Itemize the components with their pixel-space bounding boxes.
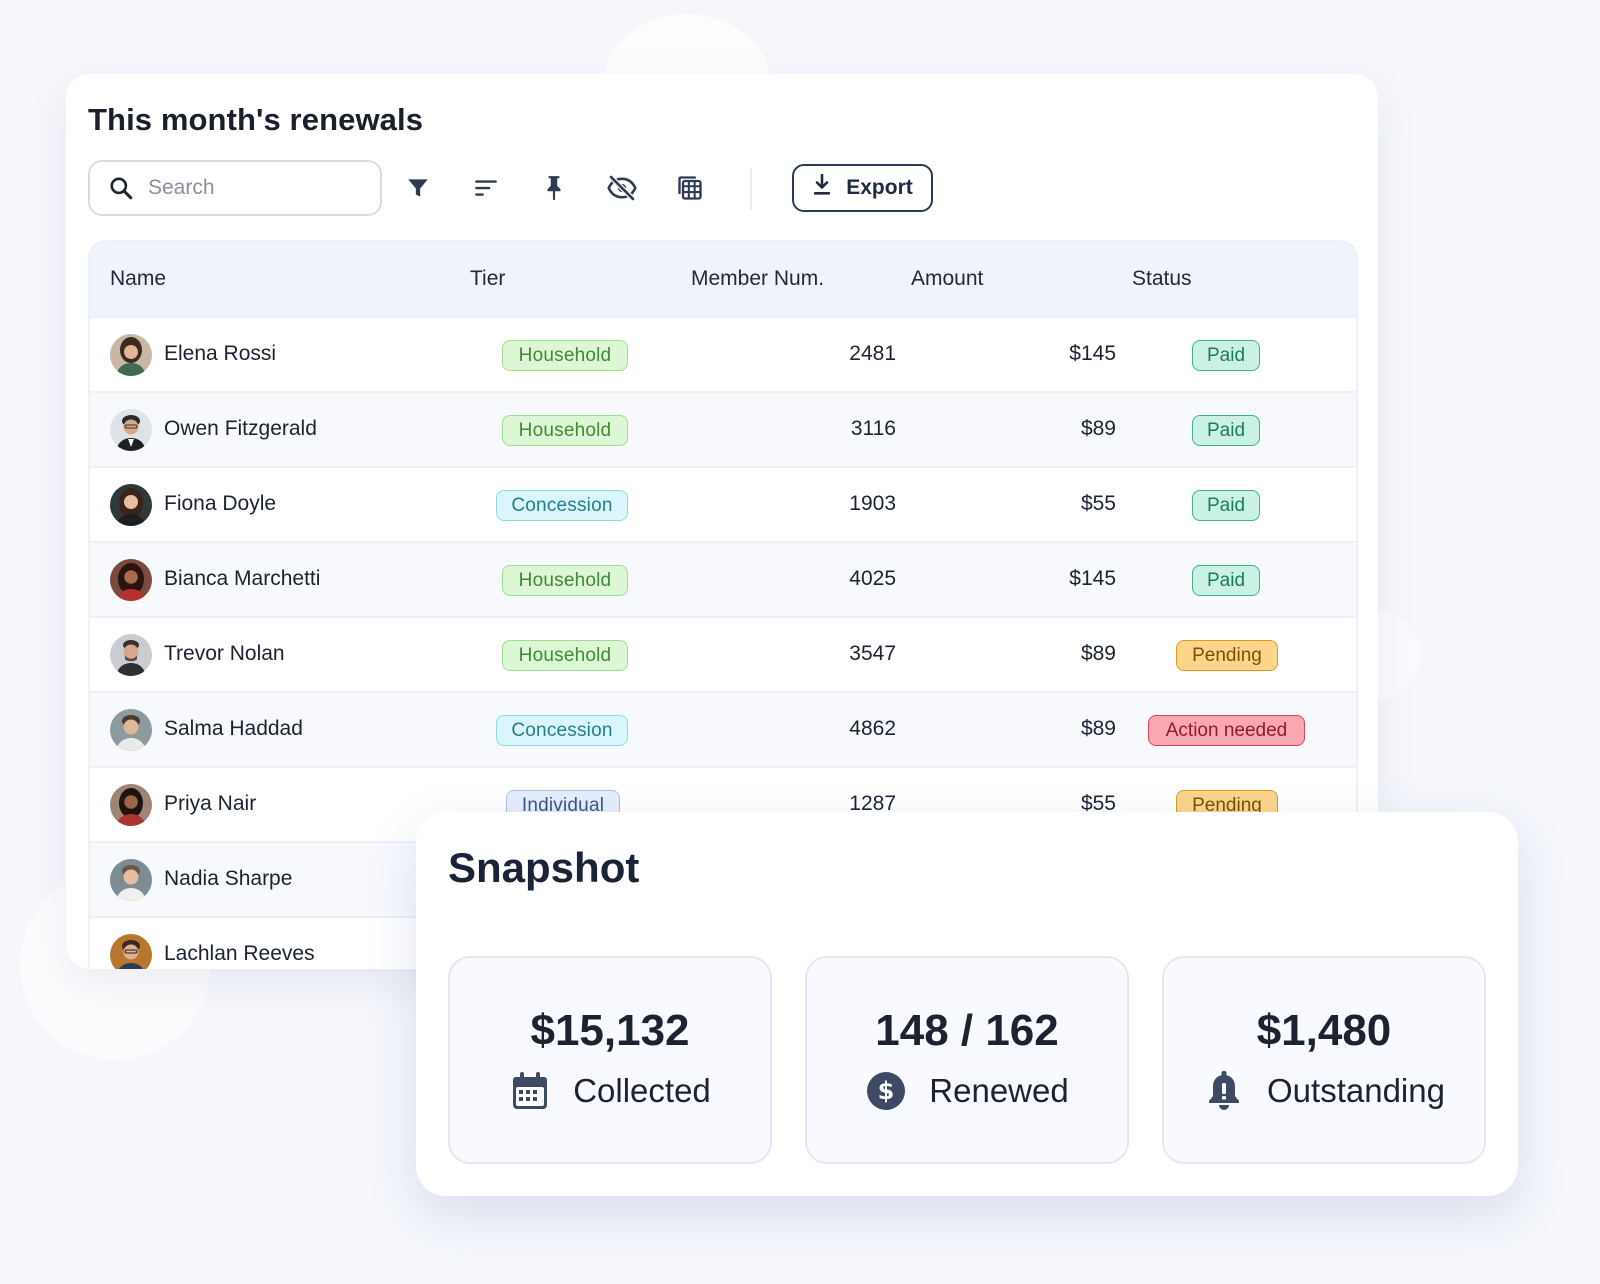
tier-badge: Concession [496, 715, 628, 746]
table-header: Name Tier Member Num. Amount Status [90, 242, 1356, 316]
sort-lines-icon[interactable] [464, 166, 508, 210]
table-toolbar: Search Export [88, 160, 1348, 216]
tier-badge: Concession [496, 490, 628, 521]
stat-value: $1,480 [1256, 1006, 1392, 1055]
stat-collected: $15,132 Collected [448, 956, 772, 1164]
member-name: Trevor Nolan [164, 642, 285, 665]
stat-value: $15,132 [530, 1006, 690, 1055]
amount: $89 [1080, 717, 1116, 740]
amount: $145 [1069, 342, 1116, 365]
tier-badge: Household [502, 640, 628, 671]
column-header-amount[interactable]: Amount [911, 267, 984, 290]
export-button[interactable]: Export [792, 164, 933, 212]
amount: $89 [1080, 642, 1116, 665]
stat-label: Collected [573, 1072, 711, 1109]
amount: $145 [1069, 567, 1116, 590]
avatar [110, 409, 152, 451]
member-name: Owen Fitzgerald [164, 417, 317, 440]
avatar [110, 859, 152, 901]
calendar-icon [509, 1070, 551, 1112]
member-number: 3116 [850, 417, 896, 440]
svg-text:$: $ [878, 1077, 895, 1105]
table-row[interactable]: Salma Haddad Concession 4862 $89 Action … [90, 691, 1356, 766]
bell-icon [1203, 1070, 1245, 1112]
avatar [110, 484, 152, 526]
member-number: 3547 [849, 642, 896, 665]
member-name: Nadia Sharpe [164, 867, 293, 890]
column-header-member-num[interactable]: Member Num. [691, 267, 825, 290]
search-placeholder: Search [148, 176, 215, 199]
avatar [110, 634, 152, 676]
export-label: Export [846, 176, 913, 199]
avatar [110, 334, 152, 376]
member-name: Bianca Marchetti [164, 567, 321, 590]
table-grid-icon[interactable] [668, 166, 712, 210]
toolbar-divider [750, 168, 752, 210]
renewals-title: This month's renewals [88, 102, 424, 137]
filter-icon[interactable] [396, 166, 440, 210]
amount: $89 [1080, 417, 1116, 440]
tier-badge: Household [502, 340, 628, 371]
member-number: 4862 [849, 717, 896, 740]
table-row[interactable]: Fiona Doyle Concession 1903 $55 Paid [90, 466, 1356, 541]
column-header-name[interactable]: Name [110, 267, 167, 290]
member-name: Fiona Doyle [164, 492, 277, 515]
member-name: Salma Haddad [164, 717, 303, 740]
avatar [110, 784, 152, 826]
status-badge: Paid [1192, 490, 1260, 521]
avatar [110, 709, 152, 751]
stat-outstanding: $1,480 Outstanding [1162, 956, 1486, 1164]
table-row[interactable]: Owen Fitzgerald Household 3116 $89 Paid [90, 391, 1356, 466]
table-row[interactable]: Bianca Marchetti Household 4025 $145 Pai… [90, 541, 1356, 616]
status-badge: Paid [1192, 565, 1260, 596]
table-row[interactable]: Trevor Nolan Household 3547 $89 Pending [90, 616, 1356, 691]
dollar-circle-icon: $ [865, 1070, 907, 1112]
table-row[interactable]: Elena Rossi Household 2481 $145 Paid [90, 316, 1356, 391]
member-name: Priya Nair [164, 792, 257, 815]
member-number: 4025 [849, 567, 896, 590]
eye-off-icon[interactable] [600, 166, 644, 210]
member-number: 1903 [849, 492, 896, 515]
column-header-status[interactable]: Status [1132, 267, 1192, 290]
stat-renewed: 148 / 162 $ Renewed [805, 956, 1129, 1164]
status-badge: Action needed [1148, 715, 1305, 746]
tier-badge: Household [502, 565, 628, 596]
stat-value: 148 / 162 [875, 1006, 1059, 1055]
column-header-tier[interactable]: Tier [470, 267, 506, 290]
avatar [110, 559, 152, 601]
tier-badge: Household [502, 415, 628, 446]
avatar [110, 934, 152, 969]
search-input[interactable]: Search [88, 160, 382, 216]
member-name: Elena Rossi [164, 342, 277, 365]
amount: $55 [1080, 492, 1116, 515]
stat-label: Outstanding [1267, 1072, 1445, 1109]
status-badge: Paid [1192, 415, 1260, 446]
snapshot-card: Snapshot $15,132 Collected 148 / 162 $ R… [416, 812, 1518, 1196]
pin-icon[interactable] [532, 166, 576, 210]
member-number: 1287 [849, 792, 896, 815]
member-number: 2481 [849, 342, 896, 365]
amount: $55 [1080, 792, 1116, 815]
search-icon [108, 174, 136, 202]
status-badge: Pending [1176, 640, 1278, 671]
stat-label: Renewed [929, 1072, 1069, 1109]
member-name: Lachlan Reeves [164, 942, 315, 965]
download-icon [812, 173, 832, 202]
status-badge: Paid [1192, 340, 1260, 371]
snapshot-title: Snapshot [448, 844, 640, 891]
